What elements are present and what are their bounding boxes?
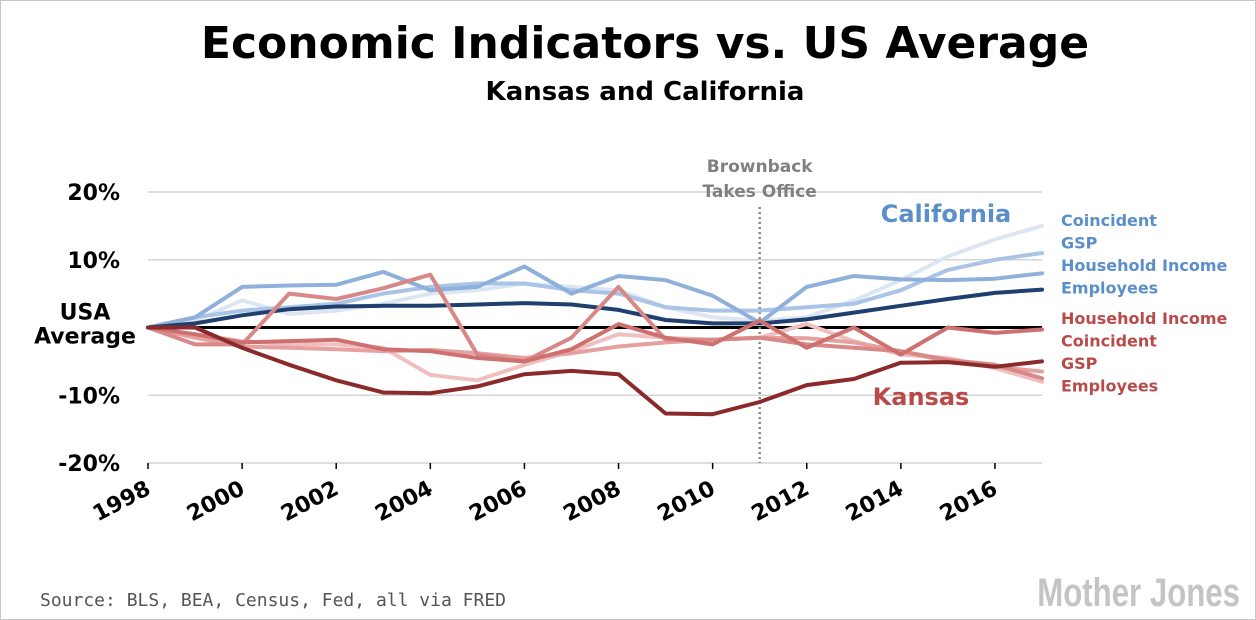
y-tick-label: -10% bbox=[58, 384, 120, 409]
series-line-california-gsp bbox=[146, 251, 1044, 330]
x-tick-label: 2008 bbox=[560, 476, 626, 527]
x-tick-label: 1998 bbox=[89, 476, 155, 527]
x-axis: 1998 2000 2002 2004 2006 2008 2010 2012 2014 2016 bbox=[89, 463, 1002, 527]
x-tick-label: 2006 bbox=[465, 476, 531, 527]
x-tick-label: 2004 bbox=[371, 476, 437, 527]
legend-california-item: Household Income bbox=[1061, 256, 1228, 275]
y-tick-label: 20% bbox=[67, 181, 120, 206]
x-tick-label: 2010 bbox=[654, 476, 720, 527]
series-line-kansas-employees bbox=[146, 318, 1044, 364]
legend-california-item: Employees bbox=[1061, 279, 1158, 298]
y-tick-label: -20% bbox=[58, 452, 120, 477]
series-line-california-employees bbox=[146, 287, 1044, 330]
chart-title: Economic Indicators vs. US Average bbox=[201, 18, 1089, 69]
kansas-label: Kansas bbox=[873, 383, 970, 411]
legend-california-item: Coincident bbox=[1061, 211, 1157, 230]
legend-kansas-item: Employees bbox=[1061, 377, 1158, 396]
series-line-california-coincident bbox=[146, 223, 1044, 330]
y-tick-label: USA Average bbox=[34, 301, 136, 350]
x-tick-label: 2002 bbox=[277, 476, 343, 527]
legend: California Kansas Coincident GSP Household I… bbox=[873, 200, 1228, 411]
legend-california-item: GSP bbox=[1061, 234, 1098, 253]
series-lines bbox=[146, 223, 1044, 417]
chart-subtitle: Kansas and California bbox=[486, 77, 805, 107]
x-tick-label: 2016 bbox=[936, 476, 1002, 527]
annotation-text: Takes Office bbox=[703, 182, 817, 202]
california-label: California bbox=[881, 200, 1012, 228]
y-axis: -20% -10% USA Average 10% 20% bbox=[34, 181, 136, 477]
annotation-text: Brownback bbox=[707, 157, 814, 177]
y-tick-label: 10% bbox=[67, 249, 120, 274]
legend-kansas-item: Coincident bbox=[1061, 332, 1157, 351]
legend-kansas-item: GSP bbox=[1061, 354, 1098, 373]
series-line-california-household-income bbox=[146, 264, 1044, 330]
series-line-kansas-kansas-primary bbox=[146, 325, 1044, 417]
x-tick-label: 2000 bbox=[183, 476, 249, 527]
source-note: Source: BLS, BEA, Census, Fed, all via F… bbox=[40, 590, 506, 611]
gridlines bbox=[148, 191, 1042, 464]
legend-kansas-item: Household Income bbox=[1061, 309, 1228, 328]
brownback-annotation: Brownback Takes Office bbox=[703, 157, 817, 463]
x-tick-label: 2014 bbox=[842, 476, 908, 527]
x-tick-label: 2012 bbox=[748, 476, 814, 527]
mother-jones-logo: Mother Jones bbox=[1037, 570, 1240, 615]
